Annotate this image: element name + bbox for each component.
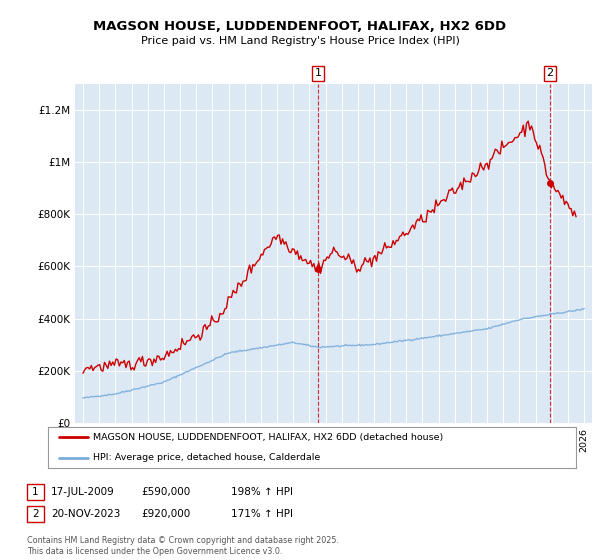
Text: 1: 1 xyxy=(314,68,322,78)
Text: Price paid vs. HM Land Registry's House Price Index (HPI): Price paid vs. HM Land Registry's House … xyxy=(140,36,460,46)
Text: HPI: Average price, detached house, Calderdale: HPI: Average price, detached house, Cald… xyxy=(93,453,320,462)
Text: 171% ↑ HPI: 171% ↑ HPI xyxy=(231,509,293,519)
Text: MAGSON HOUSE, LUDDENDENFOOT, HALIFAX, HX2 6DD (detached house): MAGSON HOUSE, LUDDENDENFOOT, HALIFAX, HX… xyxy=(93,433,443,442)
Text: 2: 2 xyxy=(32,509,39,519)
Text: 20-NOV-2023: 20-NOV-2023 xyxy=(51,509,121,519)
Text: 1: 1 xyxy=(32,487,39,497)
Text: £920,000: £920,000 xyxy=(141,509,190,519)
Text: £590,000: £590,000 xyxy=(141,487,190,497)
Text: 2: 2 xyxy=(546,68,553,78)
Text: Contains HM Land Registry data © Crown copyright and database right 2025.
This d: Contains HM Land Registry data © Crown c… xyxy=(27,536,339,556)
Text: 17-JUL-2009: 17-JUL-2009 xyxy=(51,487,115,497)
Text: MAGSON HOUSE, LUDDENDENFOOT, HALIFAX, HX2 6DD: MAGSON HOUSE, LUDDENDENFOOT, HALIFAX, HX… xyxy=(94,20,506,32)
Text: 198% ↑ HPI: 198% ↑ HPI xyxy=(231,487,293,497)
